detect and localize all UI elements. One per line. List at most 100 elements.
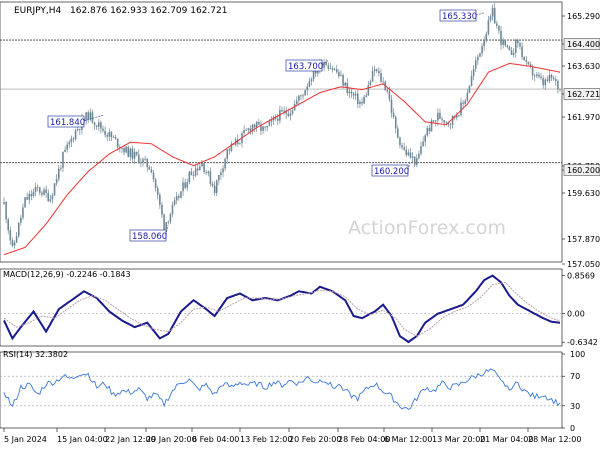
candle-body <box>348 91 351 94</box>
candle-body <box>422 141 424 147</box>
candle-body <box>300 95 302 97</box>
candle-body <box>260 124 262 131</box>
candle-body <box>127 146 130 157</box>
candle-body <box>184 182 186 188</box>
candle-body <box>481 46 483 54</box>
candle-body <box>247 128 250 130</box>
candle-body <box>32 191 35 197</box>
candle-body <box>538 74 540 77</box>
candle-body <box>66 144 68 150</box>
candle-body <box>140 162 142 164</box>
candle-body <box>443 120 445 123</box>
candle-body <box>546 79 549 81</box>
rsi-tick-label: 0 <box>570 424 575 433</box>
candle-body <box>525 60 528 62</box>
candle-body <box>104 130 106 135</box>
candle-body <box>430 120 433 132</box>
candle-body <box>203 162 205 173</box>
candle-body <box>255 122 258 128</box>
price-tick-label: 162.721 <box>567 90 600 99</box>
candle-body <box>365 95 368 97</box>
candle-body <box>340 75 342 77</box>
candle-body <box>445 121 448 123</box>
candle-body <box>100 122 102 129</box>
candle-body <box>394 116 397 129</box>
candle-body <box>548 74 551 81</box>
candle-body <box>323 62 325 68</box>
candle-body <box>85 112 87 121</box>
candle-body <box>226 149 229 159</box>
candle-body <box>529 64 532 67</box>
candle-body <box>557 80 559 90</box>
candle-body <box>169 213 172 222</box>
price-tick-label: 164.400 <box>567 40 600 49</box>
candle-body <box>57 168 60 180</box>
candle-body <box>458 115 460 117</box>
candle-body <box>264 126 266 128</box>
candle-body <box>287 113 290 116</box>
candle-body <box>218 174 220 181</box>
candle-body <box>485 33 488 41</box>
candle-body <box>392 112 395 117</box>
rsi-tick-label: 30 <box>570 402 580 411</box>
moving-average-line <box>3 62 561 256</box>
candle-body <box>331 68 334 70</box>
candle-body <box>540 76 542 79</box>
candle-body <box>468 85 471 93</box>
macd-signal-line <box>3 281 561 337</box>
macd-panel-frame <box>0 268 563 347</box>
candle-body <box>420 146 422 154</box>
time-tick-label: 5 Jan 2024 <box>4 435 47 444</box>
macd-main-line <box>3 274 561 344</box>
candle-body <box>559 88 561 90</box>
candle-body <box>213 185 216 193</box>
candle-body <box>504 39 507 46</box>
candle-body <box>312 68 315 80</box>
candle-body <box>304 90 306 96</box>
candle-body <box>426 128 429 136</box>
candle-body <box>72 138 75 140</box>
rsi-line <box>3 368 561 410</box>
candle-body <box>70 138 73 143</box>
candle-body <box>338 72 340 77</box>
candle-body <box>131 148 134 159</box>
candle-body <box>521 46 523 57</box>
candle-body <box>3 202 5 204</box>
candle-body <box>41 192 43 195</box>
candle-body <box>462 102 464 104</box>
candle-body <box>95 125 98 127</box>
candle-body <box>506 45 509 47</box>
price-tick-label: 159.630 <box>567 189 600 198</box>
candle-body <box>207 171 210 173</box>
candle-body <box>401 145 403 148</box>
candle-body <box>171 204 174 214</box>
candle-body <box>196 168 199 171</box>
annotation-leader <box>83 114 105 122</box>
candle-body <box>150 169 153 173</box>
candle-body <box>536 74 538 77</box>
time-tick-label: 6 Mar 12:00 <box>384 435 432 444</box>
rsi-title: RSI(14) 32.3802 <box>3 350 68 359</box>
candle-body <box>161 204 163 215</box>
candle-body <box>224 158 226 169</box>
candle-body <box>251 124 254 132</box>
candle-body <box>508 46 511 51</box>
time-tick-label: 20 Feb 20:00 <box>289 435 341 444</box>
candle-body <box>135 151 138 155</box>
candle-body <box>91 112 94 123</box>
candle-body <box>102 128 104 131</box>
candle-body <box>26 197 28 200</box>
candle-body <box>24 197 26 208</box>
candle-body <box>114 137 117 139</box>
candle-body <box>527 61 530 65</box>
time-tick-label: 15 Jan 04:00 <box>57 435 108 444</box>
annotation-box <box>371 164 409 177</box>
candle-body <box>268 121 271 127</box>
time-tick-label: 21 Mar 04:00 <box>480 435 533 444</box>
time-tick-label: 29 Jan 20:00 <box>146 435 197 444</box>
candle-body <box>498 25 500 31</box>
candle-body <box>418 153 420 159</box>
candle-body <box>17 222 20 237</box>
candle-body <box>194 168 197 176</box>
